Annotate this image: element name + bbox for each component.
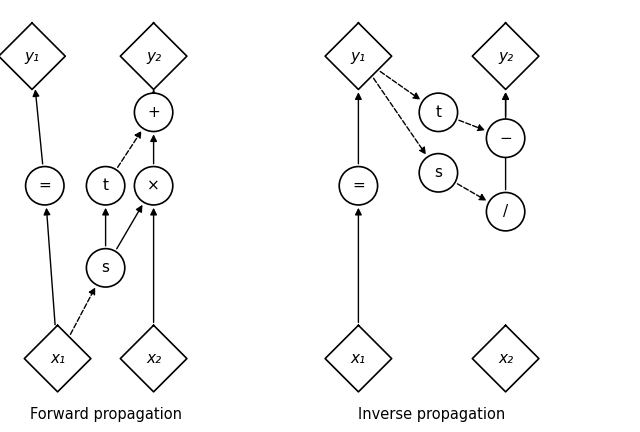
Ellipse shape [486,193,525,231]
Text: y₁: y₁ [24,49,40,64]
Ellipse shape [419,154,458,192]
Text: y₂: y₂ [146,49,161,64]
Text: x₂: x₂ [498,351,513,366]
Polygon shape [120,23,187,89]
Polygon shape [472,325,539,392]
Text: −: − [499,131,512,146]
Text: /: / [503,204,508,219]
Text: Forward propagation: Forward propagation [29,407,182,422]
Polygon shape [472,23,539,89]
Text: s: s [102,260,109,275]
Text: =: = [38,178,51,193]
Text: x₁: x₁ [50,351,65,366]
Ellipse shape [86,167,125,205]
Ellipse shape [134,167,173,205]
Text: x₁: x₁ [351,351,366,366]
Text: t: t [435,105,442,120]
Text: s: s [435,165,442,180]
Text: +: + [147,105,160,120]
Ellipse shape [486,119,525,157]
Text: ×: × [147,178,160,193]
Polygon shape [325,23,392,89]
Polygon shape [120,325,187,392]
Text: y₂: y₂ [498,49,513,64]
Text: x₂: x₂ [146,351,161,366]
Text: y₁: y₁ [351,49,366,64]
Polygon shape [24,325,91,392]
Text: t: t [102,178,109,193]
Ellipse shape [86,249,125,287]
Polygon shape [325,325,392,392]
Ellipse shape [339,167,378,205]
Ellipse shape [419,93,458,131]
Polygon shape [0,23,65,89]
Ellipse shape [26,167,64,205]
Ellipse shape [134,93,173,131]
Text: =: = [352,178,365,193]
Text: Inverse propagation: Inverse propagation [358,407,506,422]
